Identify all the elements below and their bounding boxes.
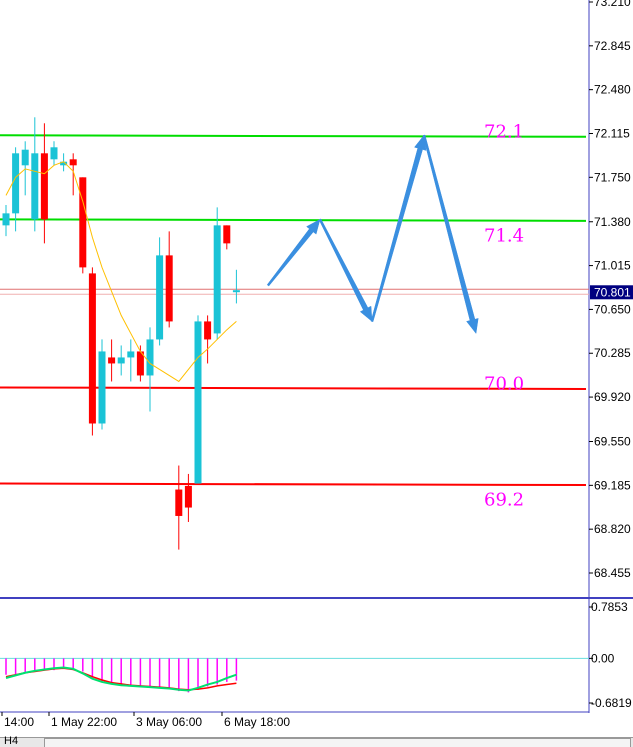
current-price-tag-group: 70.801: [590, 285, 633, 300]
level-line: [0, 134, 587, 138]
candle-body: [98, 351, 106, 424]
candle-body: [21, 149, 29, 166]
candle-body: [40, 153, 48, 220]
main-line: [5, 666, 237, 692]
candles-layer: [2, 117, 240, 550]
candle-body: [127, 351, 135, 358]
bid-line-layer: [0, 288, 589, 295]
level-line: [0, 482, 587, 487]
projection-layer: [266, 134, 479, 335]
level-line: [0, 386, 587, 390]
levels-layer: 72.1 71.4 70.0 69.2: [0, 121, 587, 511]
candle-body: [213, 225, 221, 334]
candle-body: [146, 339, 154, 376]
time-tick-label: 6 May 18:00: [224, 715, 290, 729]
moving-average-line: [5, 161, 237, 383]
candle-body: [175, 489, 183, 516]
moving-average-layer: [5, 161, 237, 383]
price-tick-label: 71.750: [594, 170, 631, 184]
level-label: 71.4: [484, 225, 524, 246]
level-label: 70.0: [484, 373, 524, 394]
price-tick-label: 69.550: [594, 435, 631, 449]
level-line: [0, 218, 587, 222]
price-tick-label: 68.455: [594, 566, 631, 580]
price-tick-label: 70.285: [594, 346, 631, 360]
level-label: 72.1: [484, 121, 524, 142]
price-tick-label: 72.115: [594, 126, 630, 140]
projection-arrow: [370, 134, 427, 323]
price-tick-label: 68.820: [594, 522, 631, 536]
candle-body: [88, 273, 96, 424]
projection-arrow: [266, 218, 321, 287]
oscillator-pane: [0, 657, 589, 693]
candle-body: [31, 153, 39, 220]
candle-body: [156, 255, 164, 340]
timeframe-tab[interactable]: H4: [4, 735, 19, 747]
price-tick-label: 69.185: [594, 478, 631, 492]
osc-tick-label: 0.7853: [591, 600, 628, 614]
candle-body: [50, 147, 58, 160]
projection-arrow: [422, 134, 479, 335]
price-tick-label: 70.650: [594, 302, 631, 316]
candle-body: [184, 485, 192, 508]
price-tick-label: 71.015: [594, 259, 631, 273]
candle-body: [12, 153, 20, 214]
price-axis: 73.210 72.845 72.480 72.115 71.750 71.380 71.0…: [589, 0, 631, 580]
candle-body: [165, 255, 173, 322]
time-axis: 14:00 1 May 22:00 3 May 06:00 6 May 18:00: [1, 712, 290, 729]
horizontal-scrollbar[interactable]: [44, 738, 631, 747]
oscillator-axis: 0.7853 0.00 -0.6819: [589, 600, 632, 710]
candle-body: [194, 321, 202, 484]
time-tick-label: 14:00: [4, 715, 34, 729]
price-tick-label: 72.480: [594, 83, 631, 97]
current-price-tag: [590, 285, 633, 300]
candle-body: [69, 159, 77, 166]
level-label: 69.2: [484, 490, 524, 511]
candle-body: [60, 161, 68, 166]
price-tick-label: 73.210: [594, 0, 631, 9]
price-tick-label: 69.920: [594, 390, 631, 404]
candle-body: [232, 290, 240, 293]
price-tick-label: 71.380: [594, 215, 631, 229]
candle-body: [223, 225, 231, 244]
price-tick-label: 72.845: [594, 39, 631, 53]
current-price-label: 70.801: [594, 285, 631, 299]
osc-tick-label: -0.6819: [591, 696, 632, 710]
time-tick-label: 3 May 06:00: [136, 715, 202, 729]
candle-body: [108, 357, 116, 364]
candle-body: [117, 357, 125, 364]
candle-body: [136, 351, 144, 376]
time-tick-label: 1 May 22:00: [51, 715, 117, 729]
candle-body: [204, 321, 212, 340]
osc-tick-label: 0.00: [591, 651, 615, 665]
candle-body: [2, 213, 10, 226]
projection-arrow: [318, 218, 373, 322]
candle-body: [79, 177, 87, 268]
